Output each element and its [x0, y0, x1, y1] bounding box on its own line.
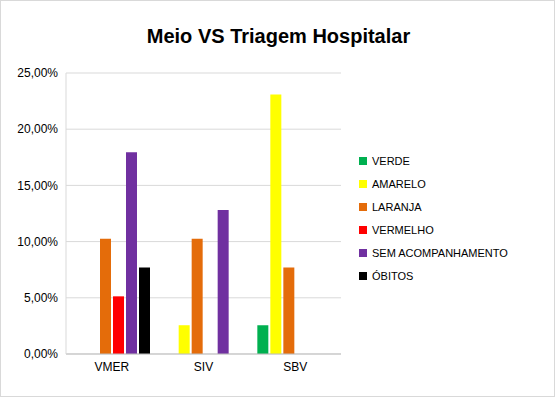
html-text:LARANJA: LARANJA — [372, 200, 422, 213]
svg-text:15,00%: 15,00% — [17, 179, 58, 193]
html-text:Meio VS Triagem Hospitalar: Meio VS Triagem Hospitalar — [146, 25, 411, 47]
svg-text:0,00%: 0,00% — [24, 347, 58, 361]
svg-text:10,00%: 10,00% — [17, 235, 58, 249]
html-text:SEM ACOMPANHAMENTO: SEM ACOMPANHAMENTO — [372, 246, 508, 259]
html-text:AMARELO: AMARELO — [372, 177, 426, 190]
svg-text:SBV: SBV — [283, 360, 307, 374]
svg-text:VMER: VMER — [94, 360, 129, 374]
svg-text:25,00%: 25,00% — [17, 66, 58, 80]
svg-text:20,00%: 20,00% — [17, 122, 58, 136]
svg-text:5,00%: 5,00% — [24, 291, 58, 305]
html-text:ÓBITOS: ÓBITOS — [372, 269, 414, 282]
svg-text:SIV: SIV — [194, 360, 213, 374]
html-text:VERMELHO: VERMELHO — [372, 223, 434, 236]
html-text:VERDE: VERDE — [372, 154, 410, 167]
